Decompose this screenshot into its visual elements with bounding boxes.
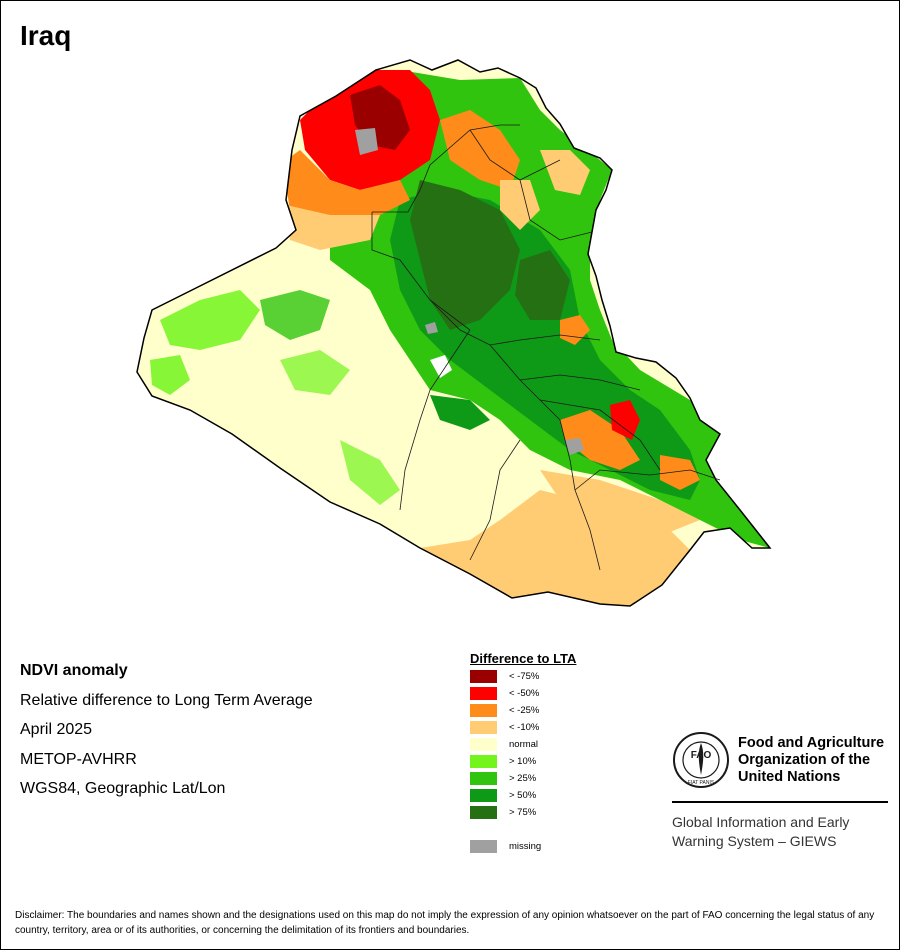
legend: Difference to LTA < -75% < -50% < -25% < -1…: [470, 651, 630, 860]
map-title: Iraq: [20, 20, 72, 51]
legend-item: > 10%: [470, 755, 536, 768]
legend-swatch: [470, 772, 497, 785]
projection: WGS84, Geographic Lat/Lon: [20, 780, 226, 797]
legend-label: < -10%: [509, 722, 540, 733]
product-name: NDVI anomaly: [20, 662, 128, 679]
legend-swatch: [470, 687, 497, 700]
fao-logo-icon: FAO FIAT PANIS: [673, 732, 729, 788]
legend-label: < -75%: [509, 671, 540, 682]
legend-swatch: [470, 755, 497, 768]
legend-label: < -50%: [509, 688, 540, 699]
country-border: [136, 59, 772, 607]
legend-label: normal: [509, 739, 539, 750]
period: April 2025: [20, 721, 93, 738]
legend-label: missing: [509, 841, 542, 852]
legend-label: < -25%: [509, 705, 540, 716]
organization-name: Food and Agriculture Organization of the…: [738, 735, 885, 785]
legend-item-missing: missing: [470, 840, 541, 853]
legend-label: > 10%: [509, 756, 537, 767]
giews-name: Global Information and Early Warning Sys…: [672, 814, 850, 849]
legend-items: < -75% < -50% < -25% < -10% normal > 10% > 25%…: [470, 670, 630, 860]
legend-item: < -10%: [470, 721, 539, 734]
map-info: NDVI anomaly Relative difference to Long…: [20, 656, 313, 804]
legend-swatch: [470, 721, 497, 734]
ndvi-raster: [137, 60, 770, 606]
legend-title: Difference to LTA: [470, 651, 577, 666]
legend-item: < -50%: [470, 687, 539, 700]
ndvi-anomaly-map: [136, 59, 772, 607]
legend-label: > 50%: [509, 790, 537, 801]
legend-item: < -75%: [470, 670, 539, 683]
sensor: METOP-AVHRR: [20, 750, 137, 768]
legend-swatch: [470, 806, 497, 819]
legend-item: > 75%: [470, 806, 536, 819]
disclaimer: Disclaimer: The boundaries and names sho…: [15, 910, 875, 936]
legend-swatch: [470, 789, 497, 802]
logo-divider: [672, 801, 888, 803]
fao-logo-letters: FAO: [691, 750, 712, 761]
legend-item: < -25%: [470, 704, 539, 717]
legend-swatch: [470, 704, 497, 717]
legend-swatch: [470, 670, 497, 683]
province-boundaries: [371, 124, 721, 571]
legend-label: > 25%: [509, 773, 537, 784]
legend-swatch: [470, 738, 497, 751]
legend-item: normal: [470, 738, 538, 751]
legend-item: > 25%: [470, 772, 536, 785]
fao-logo-motto: FIAT PANIS: [688, 780, 715, 786]
legend-item: > 50%: [470, 789, 536, 802]
legend-label: > 75%: [509, 807, 537, 818]
legend-swatch: [470, 840, 497, 853]
product-description: Relative difference to Long Term Average: [20, 691, 313, 709]
